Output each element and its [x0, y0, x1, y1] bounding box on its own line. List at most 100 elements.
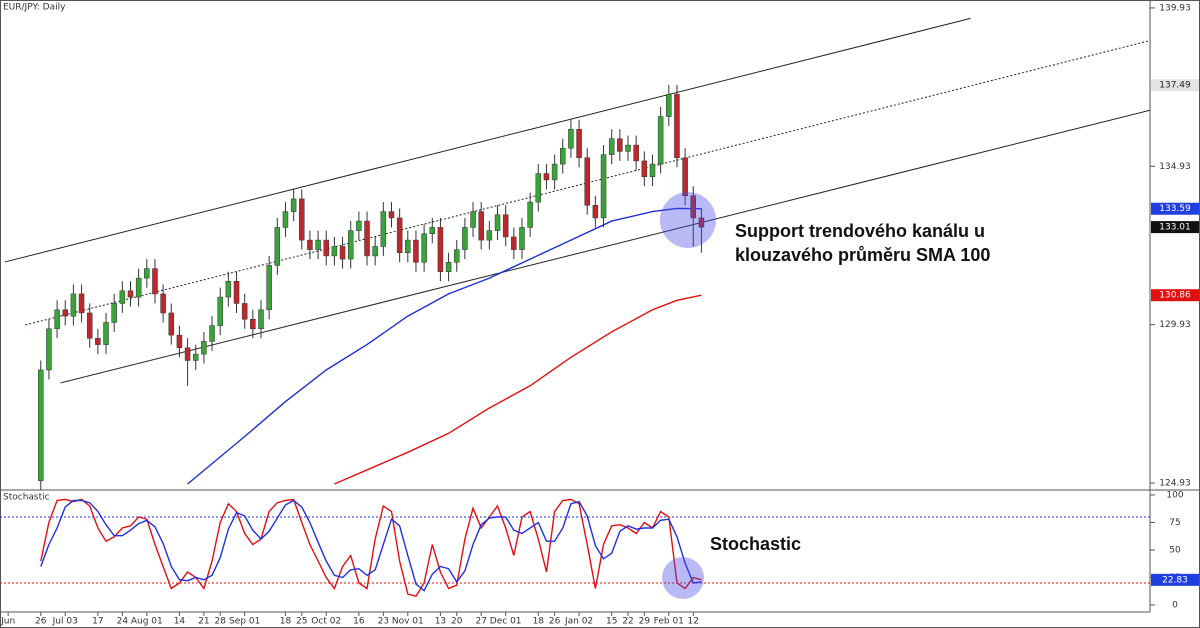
- x-tick-label: Dec 01: [490, 617, 522, 627]
- moving-average: [334, 294, 702, 485]
- candle-body: [502, 214, 509, 238]
- x-tick-label: Jun: [0, 617, 15, 627]
- title-bg: [1, 1, 57, 13]
- candle-body: [462, 227, 468, 250]
- highlight-circle: [660, 192, 716, 248]
- candle-body: [396, 217, 403, 254]
- candle-body: [119, 290, 126, 304]
- candle-body: [413, 239, 419, 263]
- price-label: [1151, 202, 1199, 215]
- x-tick-label: 16: [353, 617, 365, 627]
- x-tick-label: 12: [688, 617, 699, 627]
- price-label: [1151, 573, 1199, 586]
- price-label-text: 22.83: [1162, 575, 1188, 585]
- candle-body: [535, 173, 542, 203]
- candle-body: [486, 230, 493, 241]
- candle-body: [290, 198, 297, 212]
- candle-body: [86, 312, 93, 339]
- candle-body: [54, 309, 60, 330]
- candle-body: [584, 157, 590, 206]
- x-tick-label: 25: [296, 617, 307, 627]
- candle-body: [649, 163, 656, 177]
- x-tick-label: 20: [451, 617, 463, 627]
- x-tick-label: Sep 01: [229, 617, 260, 627]
- candle-body: [633, 144, 639, 162]
- candle-body: [95, 338, 101, 345]
- candle-body: [405, 239, 411, 254]
- indicator-title: Stochastic: [3, 493, 50, 503]
- price-label: [1151, 221, 1199, 234]
- x-tick-label: Jan 02: [564, 617, 593, 627]
- y-tick-label: 124.93: [1159, 479, 1191, 489]
- y-tick-label: 129.93: [1159, 320, 1191, 330]
- candle-body: [315, 239, 321, 250]
- price-label: [1151, 289, 1199, 302]
- candle-body: [258, 309, 264, 330]
- x-tick-label: 26: [35, 617, 47, 627]
- candle-body: [478, 211, 484, 241]
- candle-body: [511, 236, 517, 250]
- candle-body: [152, 268, 158, 295]
- x-tick-label: 18: [533, 617, 545, 627]
- moving-average: [187, 207, 702, 485]
- x-tick-label: 27: [475, 617, 486, 627]
- candle-body: [323, 239, 329, 257]
- candle-body: [38, 369, 44, 482]
- trend-line: [4, 17, 971, 263]
- candle-body: [127, 290, 134, 298]
- candle-body: [666, 94, 672, 117]
- candle-body: [176, 334, 183, 349]
- candle-body: [192, 353, 199, 361]
- candle-body: [576, 128, 582, 158]
- chart-title: EUR/JPY: Daily: [3, 3, 66, 13]
- candle-body: [551, 163, 558, 181]
- candle-body: [225, 281, 232, 298]
- candle-body: [568, 128, 574, 149]
- candle-body: [209, 325, 215, 342]
- candle-body: [421, 233, 427, 263]
- x-tick-label: Aug 01: [131, 617, 163, 627]
- candle-body: [135, 277, 142, 298]
- candle-body: [470, 211, 476, 228]
- candle-body: [372, 246, 378, 257]
- price-label-text: 137.49: [1159, 81, 1191, 91]
- stochastic-line: [40, 498, 702, 598]
- candle-body: [592, 204, 599, 219]
- candle-body: [339, 246, 346, 260]
- x-tick-label: 13: [435, 617, 446, 627]
- candle-body: [453, 249, 460, 263]
- candle-body: [201, 341, 207, 355]
- candle-body: [78, 293, 85, 314]
- candle-body: [111, 303, 117, 323]
- candle-body: [617, 138, 623, 152]
- candle-body: [608, 138, 615, 155]
- candle-body: [674, 94, 680, 158]
- candle-body: [160, 293, 166, 314]
- candle-body: [388, 211, 395, 219]
- annotation: klouzavého průměru SMA 100: [735, 245, 990, 265]
- candle-body: [356, 220, 362, 231]
- x-tick-label: 15: [606, 617, 617, 627]
- candle-body: [168, 312, 175, 336]
- x-tick-label: 24: [117, 617, 129, 627]
- candle-body: [429, 227, 436, 235]
- candle-body: [494, 214, 501, 231]
- trend-line: [60, 109, 1151, 384]
- candle-body: [698, 217, 705, 228]
- x-tick-label: 26: [549, 617, 561, 627]
- candle-body: [347, 230, 354, 260]
- y-tick-label: 139.93: [1159, 3, 1191, 13]
- candle-body: [543, 173, 550, 181]
- y-tick-label: 50: [1169, 545, 1181, 555]
- candle-body: [233, 281, 240, 304]
- candle-body: [46, 328, 52, 371]
- x-tick-label: 17: [92, 617, 103, 627]
- candle-body: [437, 227, 444, 273]
- candle-body: [380, 211, 387, 247]
- x-tick-label: 14: [174, 617, 186, 627]
- y-tick-label: 100: [1166, 490, 1183, 500]
- candle-body: [307, 239, 313, 250]
- candle-body: [241, 303, 248, 320]
